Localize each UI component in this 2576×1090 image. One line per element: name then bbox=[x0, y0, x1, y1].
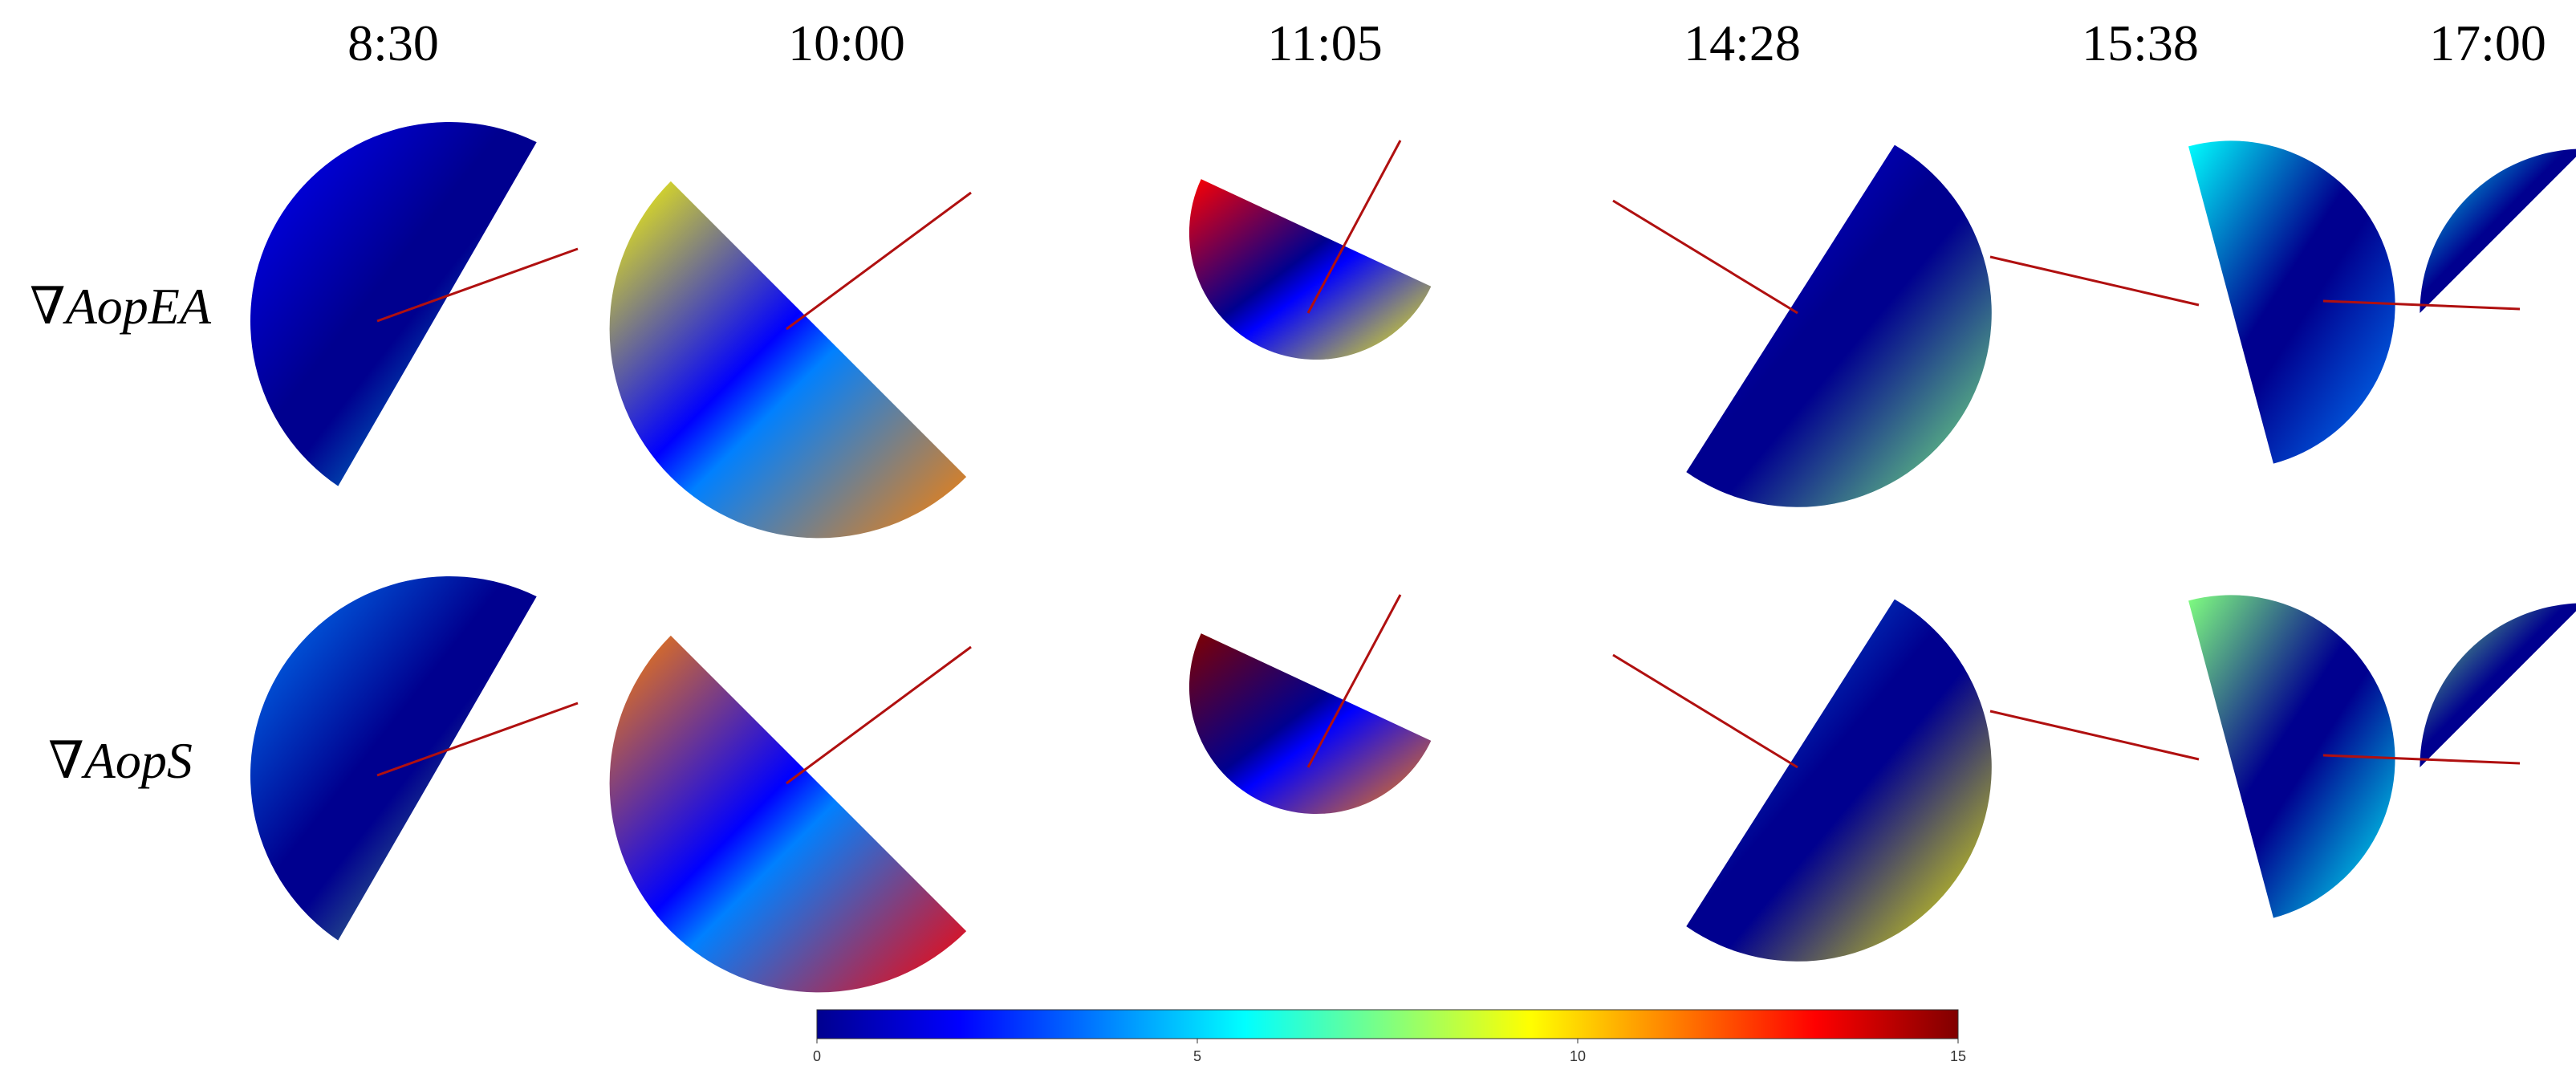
row-label-name: AopEA bbox=[65, 278, 211, 335]
solar-meridian-line-aopea-2 bbox=[1306, 140, 1402, 314]
row-label-name: AopS bbox=[83, 732, 193, 789]
colorbar bbox=[816, 1009, 1959, 1039]
solar-meridian-line-aops-2 bbox=[1306, 594, 1402, 768]
solar-meridian-line-aops-5 bbox=[2322, 754, 2521, 765]
sky-panel-aops-5 bbox=[2420, 603, 2576, 767]
solar-meridian-line-aops-3 bbox=[1612, 653, 1798, 769]
sky-panel-aopea-2 bbox=[1188, 179, 1432, 360]
solar-meridian-line-aops-0 bbox=[376, 702, 579, 777]
row-label-aops: ∇AopS bbox=[0, 729, 241, 793]
sky-panel-aopea-3 bbox=[1686, 144, 1992, 507]
solar-meridian-line-aopea-1 bbox=[786, 191, 972, 331]
time-label-1538: 15:38 bbox=[2082, 14, 2199, 71]
nabla-symbol: ∇ bbox=[30, 278, 66, 335]
colorbar-tick-label-1: 5 bbox=[1193, 1048, 1201, 1064]
time-label-1000: 10:00 bbox=[788, 14, 905, 71]
solar-meridian-line-aops-4 bbox=[1989, 710, 2200, 761]
solar-meridian-line-aopea-0 bbox=[376, 247, 579, 323]
colorbar-tick-label-0: 0 bbox=[813, 1048, 821, 1064]
row-label-aopea: ∇AopEA bbox=[0, 275, 241, 339]
sky-panel-aops-4 bbox=[2188, 595, 2395, 918]
sky-panel-aopea-0 bbox=[250, 121, 537, 486]
sky-panel-aopea-5 bbox=[2420, 148, 2576, 313]
solar-meridian-line-aopea-3 bbox=[1612, 199, 1798, 315]
sky-panel-aops-0 bbox=[250, 576, 537, 941]
sky-panel-aopea-1 bbox=[609, 181, 967, 539]
sky-panel-aops-3 bbox=[1686, 599, 1992, 962]
time-label-1700: 17:00 bbox=[2429, 14, 2546, 71]
colorbar-tick-label-2: 10 bbox=[1570, 1048, 1586, 1064]
sky-panel-aops-1 bbox=[609, 635, 967, 993]
solar-meridian-line-aopea-5 bbox=[2322, 299, 2521, 311]
nabla-symbol: ∇ bbox=[48, 732, 84, 789]
solar-meridian-line-aopea-4 bbox=[1989, 255, 2200, 307]
sky-panel-aops-2 bbox=[1188, 633, 1432, 815]
time-label-1105: 11:05 bbox=[1267, 14, 1383, 71]
time-label-1428: 14:28 bbox=[1684, 14, 1801, 71]
sky-panel-aopea-4 bbox=[2188, 140, 2395, 464]
colorbar-tick-label-3: 15 bbox=[1950, 1048, 1966, 1064]
solar-meridian-line-aops-1 bbox=[786, 645, 972, 785]
time-label-0830: 8:30 bbox=[347, 14, 439, 71]
